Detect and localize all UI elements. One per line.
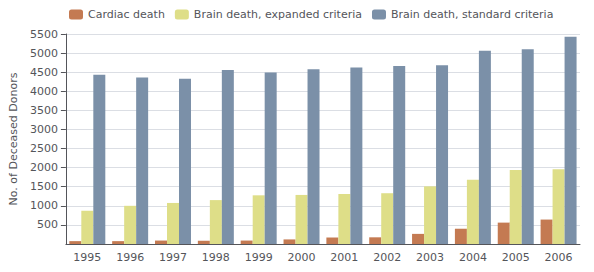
svg-text:5000: 5000 [30,47,58,60]
svg-text:No. of Deceased Donors: No. of Deceased Donors [7,72,20,205]
svg-text:2003: 2003 [416,251,444,264]
svg-text:1500: 1500 [30,180,58,193]
svg-text:1997: 1997 [159,251,187,264]
svg-text:2006: 2006 [545,251,573,264]
svg-text:2000: 2000 [288,251,316,264]
svg-text:4500: 4500 [30,66,58,79]
svg-text:2004: 2004 [459,251,487,264]
svg-text:1000: 1000 [30,199,58,212]
svg-text:3000: 3000 [30,123,58,136]
svg-text:1998: 1998 [202,251,230,264]
svg-text:4000: 4000 [30,85,58,98]
svg-text:Brain death, expanded criteria: Brain death, expanded criteria [194,8,362,21]
svg-text:2500: 2500 [30,142,58,155]
svg-text:1995: 1995 [73,251,101,264]
svg-text:2005: 2005 [502,251,530,264]
svg-text:2000: 2000 [30,161,58,174]
svg-text:2002: 2002 [373,251,401,264]
svg-text:5500: 5500 [30,28,58,41]
svg-text:2001: 2001 [330,251,358,264]
svg-text:Cardiac death: Cardiac death [88,8,165,21]
svg-text:3500: 3500 [30,104,58,117]
svg-text:500: 500 [37,218,58,231]
svg-text:1996: 1996 [116,251,144,264]
svg-text:1999: 1999 [245,251,273,264]
svg-text:Brain death, standard criteria: Brain death, standard criteria [391,8,553,21]
